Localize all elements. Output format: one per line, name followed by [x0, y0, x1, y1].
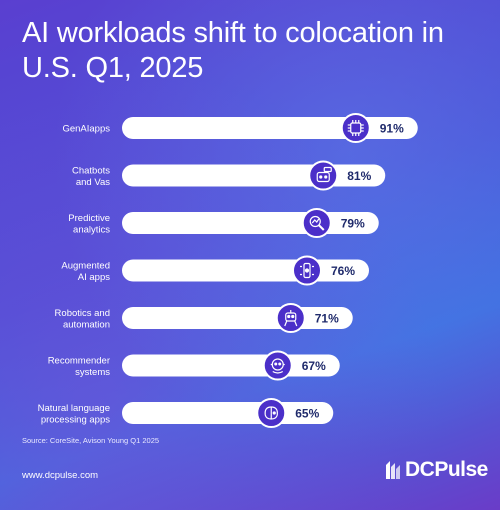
category-label-line: Predictive — [68, 213, 110, 224]
ar-headset-icon — [300, 262, 314, 279]
value-label: 67% — [302, 359, 326, 373]
bar-row: Recommender systems 67% — [48, 350, 340, 381]
recommender-robot-icon — [270, 358, 285, 374]
category-label-line: processing apps — [41, 414, 110, 425]
brand-name: DCPulse — [405, 458, 488, 481]
category-label-line: Natural language — [38, 403, 110, 414]
icon-badge — [301, 208, 332, 238]
ai-chip-icon — [347, 120, 364, 136]
category-label-line: Recommender — [48, 355, 110, 366]
brand-logo: DCPulse — [384, 458, 488, 482]
dcpulse-logo-icon — [386, 461, 400, 479]
category-label: Recommender systems — [48, 355, 111, 378]
source-note: Source: CoreSite, Avison Young Q1 2025 — [22, 436, 160, 445]
website-link[interactable]: www.dcpulse.com — [22, 470, 99, 481]
category-label: Robotics and automation — [55, 308, 110, 331]
robot-icon — [284, 310, 298, 327]
bar-row: GenAIapps 91% — [62, 113, 418, 143]
category-label: Natural language processing apps — [38, 403, 111, 426]
category-label-line: analytics — [73, 224, 110, 235]
category-label: Augmented AI apps — [61, 260, 110, 283]
bar — [122, 164, 386, 187]
nlp-brain-icon — [264, 406, 278, 420]
chart-title: AI workloads shift to colocation in U.S.… — [22, 17, 444, 84]
category-label-line: automation — [63, 319, 110, 330]
category-label: GenAIapps — [62, 124, 110, 135]
category-label-line: Augmented — [61, 260, 110, 271]
value-label: 71% — [315, 312, 339, 326]
value-label: 91% — [380, 122, 404, 136]
value-label: 65% — [295, 407, 319, 421]
category-label-line: Chatbots — [72, 165, 110, 176]
icon-badge — [262, 350, 293, 381]
icon-badge — [275, 303, 306, 333]
analytics-magnifier-icon — [309, 215, 325, 231]
icon-badge — [308, 160, 339, 191]
icon-badge — [340, 113, 371, 143]
bar-row: Chatbots and Vas 81% — [72, 160, 386, 191]
category-label: Chatbots and Vas — [72, 165, 110, 188]
value-label: 81% — [347, 169, 371, 183]
category-label-line: GenAIapps — [62, 124, 110, 135]
category-label-line: Robotics and — [55, 308, 110, 319]
category-label: Predictive analytics — [68, 213, 110, 236]
category-label-line: systems — [75, 367, 110, 378]
bar-row: Augmented AI apps 76% — [61, 255, 369, 286]
chatbot-icon — [316, 166, 332, 183]
bar — [122, 117, 418, 139]
category-label-line: AI apps — [78, 272, 110, 283]
value-label: 76% — [331, 264, 355, 278]
bar-row: Predictive analytics 79% — [68, 208, 379, 238]
bar-row: Natural language processing apps 65% — [38, 398, 334, 428]
bar-row: Robotics and automation 71% — [55, 303, 353, 333]
category-label-line: and Vas — [76, 177, 110, 188]
value-label: 79% — [341, 217, 365, 231]
